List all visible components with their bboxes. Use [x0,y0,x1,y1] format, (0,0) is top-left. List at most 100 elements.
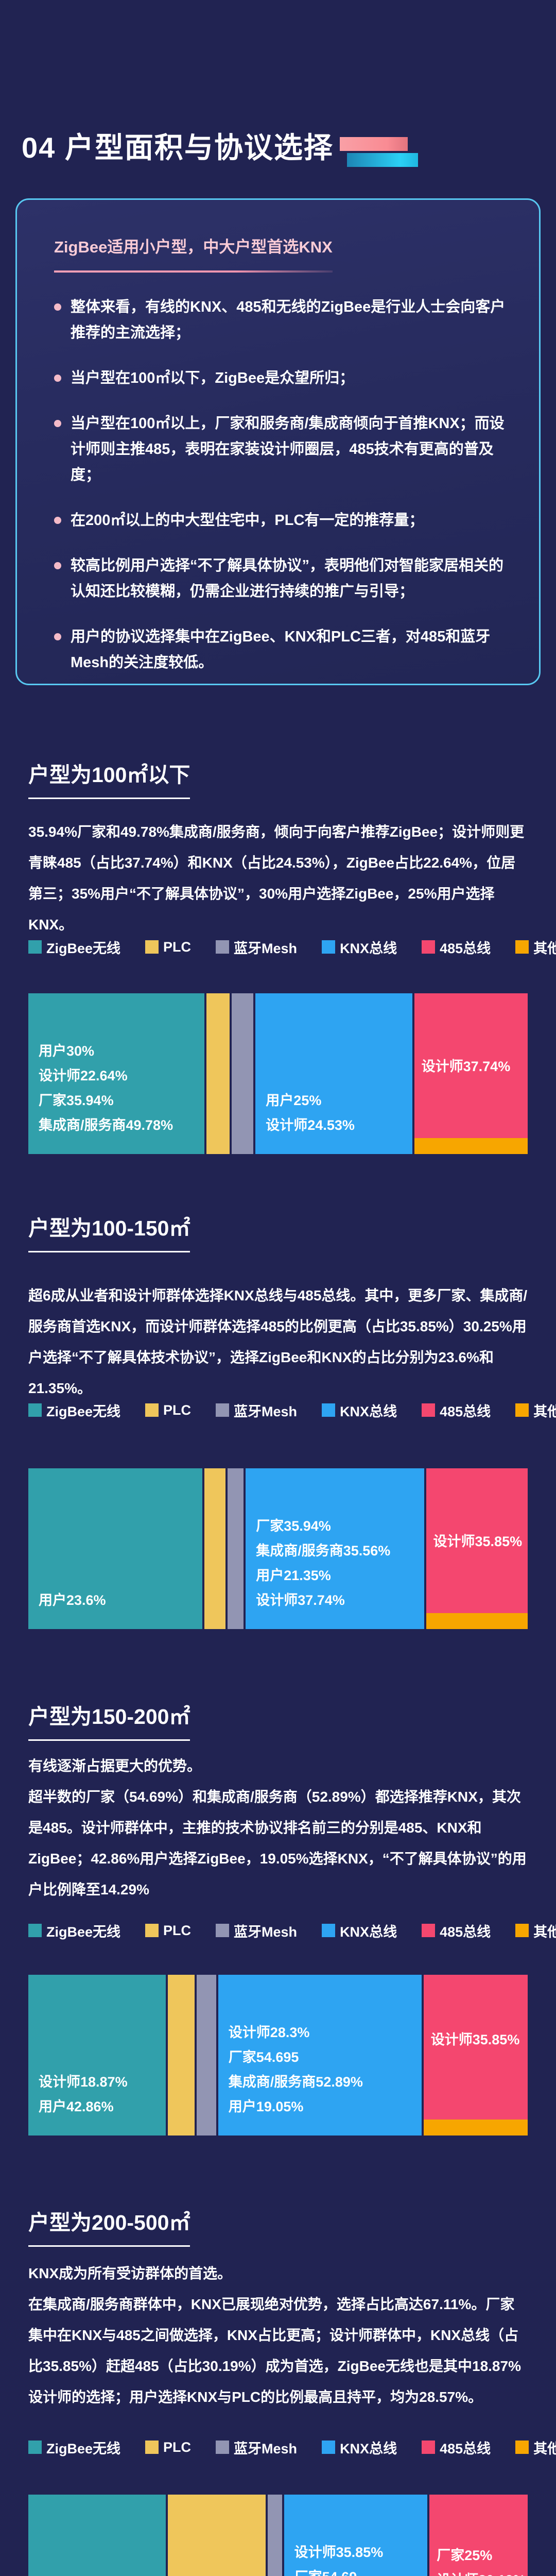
bullet-dot-icon [54,375,61,382]
legend-item: KNX总线 [322,1921,397,1941]
segment-label: 用户21.35% [256,1568,331,1583]
legend-label: 蓝牙Mesh [234,1403,298,1419]
bullet-text: 当户型在100㎡以上，厂家和服务商/集成商倾向于首推KNX；而设计师则主推485… [71,415,505,483]
bullet-dot-icon [54,420,61,427]
legend-item: KNX总线 [322,937,397,957]
section-100-below: 户型为100㎡以下 35.94%厂家和49.78%集成商/服务商，倾向于向客户推… [28,757,556,1154]
legend-label: KNX总线 [340,2441,397,2456]
legend-item: ZigBee无线 [28,937,120,957]
mosaic-chart-100-150: 用户23.6% 厂家35.94% 集成商/服务商35.56% 用户21.35% 设计师3… [28,1468,528,1629]
bullet-dot-icon [54,562,61,569]
summary-title: ZigBee适用小户型，中大户型首选KNX [54,234,333,273]
segment-label: 厂家25% [437,2548,493,2563]
bullet-text: 整体来看，有线的KNX、485和无线的ZigBee是行业人士会向客户推荐的主流选… [71,299,506,341]
legend-label: 蓝牙Mesh [234,1924,298,1940]
legend-label: PLC [163,1922,192,1938]
chart-segment: 用户25% 设计师24.53% [255,993,412,1154]
chart-segment: 用户30% 设计师22.64% 厂家35.94% 集成商/服务商49.78% [28,993,205,1154]
legend-swatch-icon [216,2441,230,2454]
mosaic-chart-150-200: 设计师18.87% 用户42.86% 设计师28.3% 厂家54.695 集成商/服务商… [28,1975,528,2136]
legend-item: ZigBee无线 [28,1400,120,1420]
legend-swatch-icon [28,2441,42,2454]
legend-item: KNX总线 [322,2437,397,2458]
bullet-text: 较高比例用户选择“不了解具体协议”，表明他们对智能家居相关的认知还比较模糊，仍需… [71,557,504,600]
chart-legend: ZigBee无线 PLC 蓝牙Mesh KNX总线 485总线 其他 [28,1400,556,1420]
chart-segment: 设计师35.85%厂家54.69集成商/服务商67.11%用户28.57% [284,2495,428,2576]
segment-label: 用户42.86% [39,2099,114,2114]
segment-label: 用户23.6% [39,1592,106,1608]
legend-swatch-icon [216,1403,230,1417]
chart-segment [267,2495,282,2576]
legend-swatch-icon [28,940,42,954]
segment-labels: 设计师18.87% 用户42.86% [39,2070,128,2119]
mosaic-chart-200-500: 设计师18.87%用户14.29%用户28.57% 设计师35.85% 厂家54.6… [28,2495,528,2576]
legend-item: PLC [145,1402,191,1418]
paragraph-text: 在集成商/服务商群体中，KNX已展现绝对优势，选择占比高达67.11%。厂家集中… [28,2296,521,2405]
segment-labels: 用户30% 设计师22.64% 厂家35.94% 集成商/服务商49.78% [39,1039,173,1138]
section-paragraph: 超6成从业者和设计师群体选择KNX总线与485总线。其中，更多厂家、集成商/服务… [28,1280,528,1396]
segment-label: 厂家54.69 [294,2565,428,2576]
section-100-150: 户型为100-150㎡ 超6成从业者和设计师群体选择KNX总线与485总线。其中… [28,1211,556,1629]
segment-label: 设计师35.85% [430,2032,520,2047]
legend-label: 其他 [533,1924,556,1940]
chart-segment [227,1468,244,1629]
legend-item: 485总线 [422,1921,491,1941]
legend-swatch-icon [216,1924,230,1937]
legend-swatch-icon [422,2441,436,2454]
chart-segment: 厂家25% 设计师30.19% [429,2495,528,2576]
bullet-dot-icon [54,633,61,640]
section-paragraph: KNX成为所有受访群体的首选。 在集成商/服务商群体中，KNX已展现绝对优势，选… [28,2258,528,2413]
legend-swatch-icon [322,940,336,954]
legend-item: PLC [145,1923,191,1939]
legend-swatch-icon [422,1924,436,1937]
segment-label: 设计师18.87% [39,2074,128,2090]
segment-labels: 设计师35.85% [431,2027,520,2052]
chart-legend: ZigBee无线 PLC 蓝牙Mesh KNX总线 485总线 其他 [28,2437,556,2458]
summary-box: ZigBee适用小户型，中大户型首选KNX 整体来看，有线的KNX、485和无线… [15,198,541,685]
legend-label: PLC [163,1402,192,1418]
segment-labels: 设计师37.74% [422,1054,511,1079]
legend-label: KNX总线 [340,1403,397,1419]
legend-swatch-icon [28,1924,42,1937]
section-title: 户型为100㎡以下 [28,757,190,799]
segment-label: 集成商/服务商35.56% [256,1543,391,1558]
segment-label: 设计师37.74% [421,1059,511,1074]
legend-label: 485总线 [440,1403,491,1419]
paragraph-text: 超6成从业者和设计师群体选择KNX总线与485总线。其中，更多厂家、集成商/服务… [28,1287,528,1396]
legend-item: 485总线 [422,2437,491,2458]
legend-swatch-icon [515,1403,529,1417]
legend-item: ZigBee无线 [28,2437,120,2458]
segment-labels: 设计师35.85%厂家54.69集成商/服务商67.11%用户28.57% [294,2540,428,2576]
segment-label: 设计师37.74% [256,1592,345,1608]
paragraph-text: KNX成为所有受访群体的首选。 [28,2265,232,2281]
segment-label: 用户19.05% [228,2099,304,2114]
section-paragraph: 35.94%厂家和49.78%集成商/服务商，倾向于向客户推荐ZigBee；设计… [28,817,528,933]
chart-legend: ZigBee无线 PLC 蓝牙Mesh KNX总线 485总线 其他 [28,937,556,957]
chart-segment [168,1975,195,2136]
legend-label: 其他 [533,2441,556,2456]
segment-labels: 设计师28.3% 厂家54.695 集成商/服务商52.89% 用户19.05% [229,2020,363,2119]
legend-swatch-icon [216,940,230,954]
chart-segment [232,993,254,1154]
legend-swatch-icon [422,1403,436,1417]
legend-item: 蓝牙Mesh [216,2437,297,2458]
legend-swatch-icon [145,1924,159,1937]
bullet-item: 当户型在100㎡以下，ZigBee是众望所归； [54,365,515,391]
title-accent-cyan-bar [347,153,418,167]
legend-swatch-icon [322,1403,336,1417]
legend-swatch-icon [422,940,436,954]
legend-swatch-icon [322,1924,336,1937]
segment-labels: 设计师35.85% [433,1529,523,1554]
segment-label: 集成商/服务商52.89% [228,2074,363,2090]
segment-label: 设计师35.85% [433,1534,523,1549]
legend-label: ZigBee无线 [46,940,121,956]
bullet-dot-icon [54,517,61,524]
section-150-200: 户型为150-200㎡ 有线逐渐占据更大的优势。 超半数的厂家（54.69%）和… [28,1699,556,2136]
legend-item: 485总线 [422,937,491,957]
segment-label: 厂家54.695 [228,2049,299,2065]
segment-label: 设计师35.85% [294,2545,384,2560]
legend-swatch-icon [145,940,159,954]
chart-segment: 设计师18.87% 用户42.86% [28,1975,166,2136]
legend-item: KNX总线 [322,1400,397,1420]
